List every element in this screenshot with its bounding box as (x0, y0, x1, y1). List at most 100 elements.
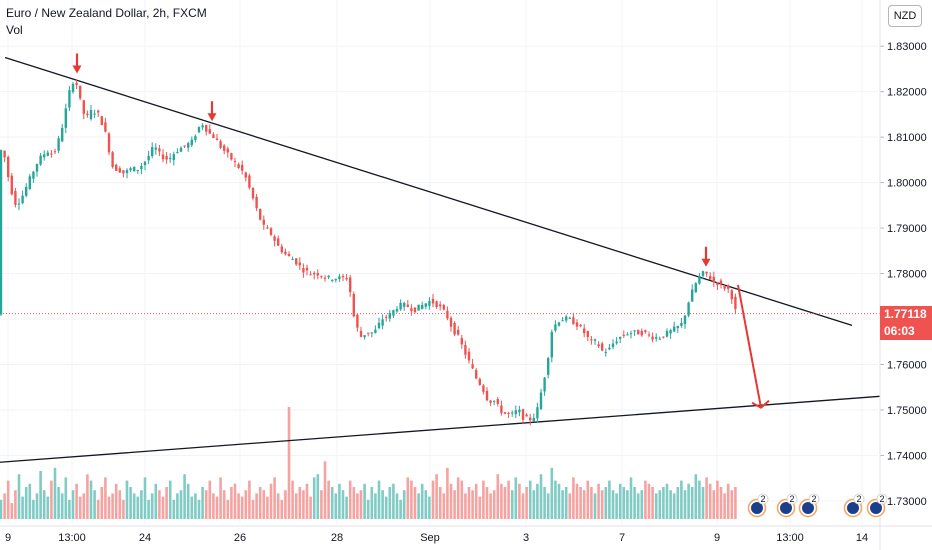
candle-body (129, 168, 132, 171)
volume-bar (118, 490, 122, 519)
candle-body (338, 276, 341, 280)
candle-body (39, 155, 42, 165)
candle-body (107, 133, 111, 153)
candle-body (215, 138, 219, 141)
candle-body (374, 329, 377, 334)
candle-body (187, 143, 190, 148)
volume-bar (503, 487, 507, 519)
event-count-badge (853, 493, 865, 505)
candle-body (665, 330, 669, 337)
x-tick-label: 24 (139, 532, 151, 544)
volume-bar (633, 487, 636, 519)
candle-body (284, 251, 287, 255)
candle-body (557, 322, 561, 326)
candle-body (640, 331, 643, 336)
candle-body (680, 322, 683, 326)
candle-body (464, 345, 467, 355)
volume-bar (474, 483, 478, 519)
volume-bar (521, 493, 525, 519)
volume-bar (482, 480, 485, 519)
candle-body (399, 302, 402, 310)
candle-body (125, 170, 129, 174)
candle-body (525, 414, 528, 417)
candle-body (64, 108, 67, 128)
volume-bar (518, 483, 521, 519)
marker-arrow-head (207, 113, 217, 122)
volume-bar (114, 483, 118, 519)
candle-body (82, 100, 85, 114)
candle-body (392, 310, 395, 316)
candle-body (604, 351, 607, 353)
volume-bar (316, 474, 320, 519)
volume-bar (233, 483, 237, 519)
volume-bar (654, 493, 658, 519)
candle-body (727, 285, 730, 289)
volume-bar (564, 487, 568, 519)
candle-body (194, 136, 197, 141)
volume-bar (212, 493, 215, 519)
candle-body (251, 187, 255, 199)
candle-body (327, 275, 330, 278)
volume-bar (413, 487, 417, 519)
candle-body (676, 325, 679, 329)
candle-body (709, 275, 712, 280)
candle-body (147, 155, 150, 161)
volume-bar (197, 499, 201, 519)
currency-button[interactable]: NZD (888, 5, 922, 27)
candle-body (118, 168, 121, 173)
candle-body (439, 304, 442, 307)
volume-bar (590, 487, 593, 519)
candle-body (683, 315, 687, 325)
candle-body (424, 303, 427, 307)
candle-body (471, 364, 474, 369)
event-flag-fill (802, 502, 814, 514)
volume-bar (154, 483, 158, 519)
candle-body (691, 289, 694, 302)
candle-body (50, 153, 53, 155)
volume-bar (165, 487, 168, 519)
y-tick-label: 1.79000 (887, 223, 927, 235)
volume-bar (96, 499, 100, 519)
volume-bar (546, 493, 550, 519)
volume-bar (240, 496, 244, 519)
volume-bar (219, 477, 222, 519)
candle-body (629, 333, 633, 335)
volume-bar (431, 480, 435, 519)
volume-bar (464, 493, 467, 519)
volume-bar (284, 490, 287, 519)
volume-bar (712, 490, 716, 519)
volume-bar (64, 477, 68, 519)
volume-bar (543, 487, 546, 519)
volume-bar (388, 487, 392, 519)
candle-body (417, 304, 420, 311)
candle-body (622, 334, 625, 336)
volume-bar (680, 480, 683, 519)
candle-body (579, 324, 582, 327)
volume-bar (726, 483, 730, 519)
volume-bar (500, 483, 503, 519)
candle-body (363, 335, 366, 338)
candles (0, 79, 737, 426)
candle-body (467, 351, 471, 361)
volume-bar (539, 474, 543, 519)
volume-bar (21, 496, 24, 519)
candle-body (381, 319, 384, 326)
volume-bar (190, 496, 194, 519)
x-tick-label: 14 (856, 532, 868, 544)
candle-body (611, 343, 615, 348)
candle-body (43, 154, 46, 158)
volume-bar (312, 477, 316, 519)
candle-body (536, 407, 539, 419)
candle-body (539, 392, 543, 410)
volume-bars (0, 407, 737, 519)
trendlines (0, 56, 881, 463)
candle-body (262, 219, 265, 225)
candle-body (532, 417, 535, 422)
volume-bar (701, 487, 705, 519)
event-count-label: 2 (856, 494, 861, 504)
volume-bar (723, 493, 726, 519)
volume-bar (194, 493, 197, 519)
volume-bar (348, 480, 352, 519)
volume-bar (280, 499, 284, 519)
